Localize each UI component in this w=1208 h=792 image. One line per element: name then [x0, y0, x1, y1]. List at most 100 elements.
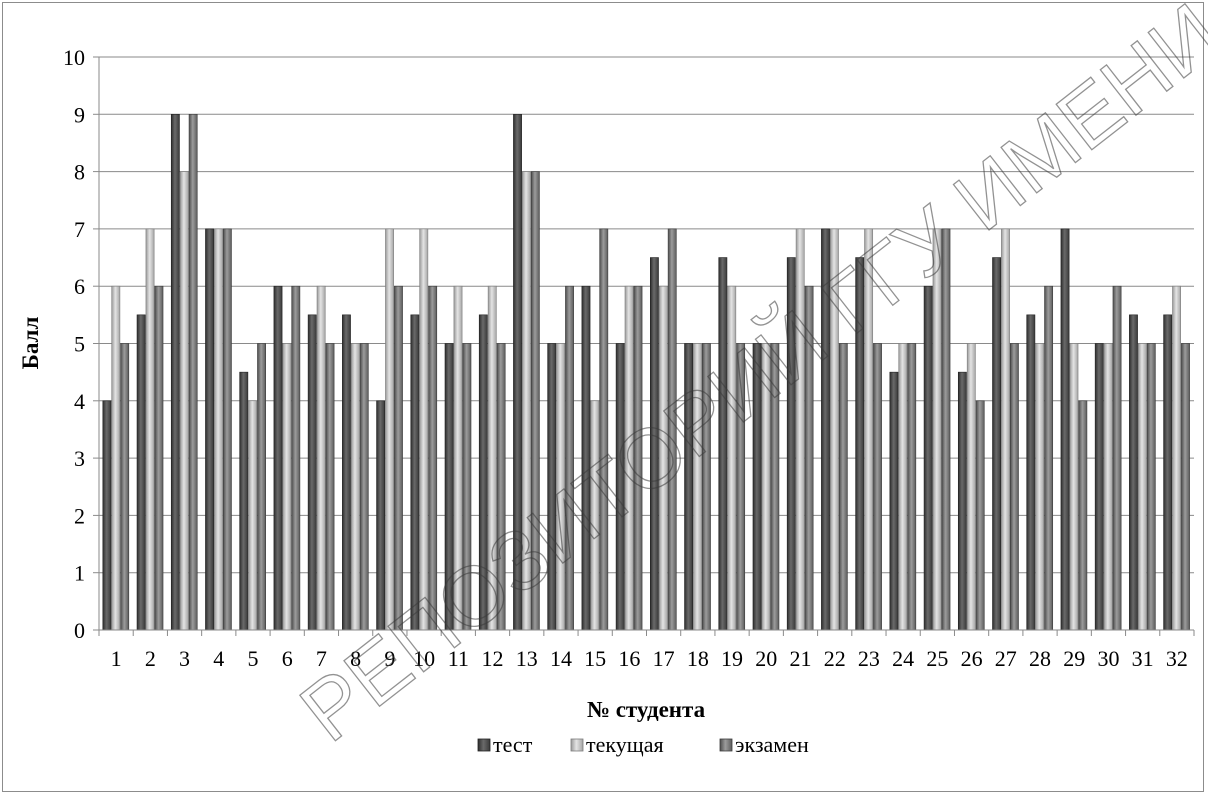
bar-ekzamen-1 — [120, 343, 130, 631]
y-tick-label: 8 — [74, 160, 85, 185]
x-tick-label: 15 — [584, 646, 606, 671]
y-tick-label: 7 — [74, 217, 85, 242]
bar-ekzamen-30 — [1112, 285, 1122, 631]
x-tick-label: 30 — [1097, 646, 1119, 671]
legend-label-test: тест — [493, 732, 533, 757]
x-tick-label: 6 — [282, 646, 293, 671]
x-tick-label: 25 — [926, 646, 948, 671]
x-tick-label: 26 — [961, 646, 983, 671]
bar-tekushchaya-7 — [316, 285, 326, 631]
bar-ekzamen-26 — [975, 400, 985, 631]
bar-test-6 — [273, 285, 283, 631]
x-tick-label: 2 — [145, 646, 156, 671]
x-tick-label: 1 — [111, 646, 122, 671]
bar-tekushchaya-26 — [966, 343, 976, 631]
bar-tekushchaya-4 — [214, 228, 223, 631]
bar-test-9 — [376, 400, 386, 631]
x-tick-label: 4 — [213, 646, 224, 671]
bar-ekzamen-29 — [1078, 400, 1088, 631]
legend-swatch-test — [477, 738, 491, 752]
bar-test-26 — [957, 371, 967, 631]
bar-test-8 — [342, 314, 351, 631]
y-tick-label: 5 — [74, 332, 85, 357]
bar-ekzamen-15 — [599, 228, 609, 631]
x-tick-label: 29 — [1063, 646, 1085, 671]
bar-test-25 — [923, 285, 933, 631]
x-tick-label: 31 — [1132, 646, 1154, 671]
bar-test-28 — [1026, 314, 1036, 631]
x-tick-label: 23 — [858, 646, 880, 671]
bar-tekushchaya-9 — [385, 228, 394, 631]
x-tick-label: 32 — [1166, 646, 1188, 671]
bar-tekushchaya-30 — [1103, 343, 1113, 631]
y-axis-title: Балл — [18, 317, 43, 370]
y-tick-label: 2 — [74, 503, 85, 528]
bar-tekushchaya-28 — [1035, 343, 1045, 631]
x-tick-label: 17 — [653, 646, 675, 671]
bar-test-2 — [136, 314, 146, 631]
bar-ekzamen-28 — [1044, 285, 1054, 631]
x-tick-label: 18 — [687, 646, 709, 671]
y-tick-label: 9 — [74, 102, 85, 127]
axes — [98, 57, 1194, 631]
bar-test-27 — [992, 257, 1001, 631]
legend: тест текущая экзамен — [477, 732, 809, 757]
bar-tekushchaya-5 — [248, 400, 258, 631]
y-tick-label: 4 — [74, 389, 85, 414]
bar-test-1 — [102, 400, 112, 631]
bar-tekushchaya-31 — [1137, 343, 1147, 631]
bar-ekzamen-5 — [257, 343, 266, 631]
x-tick-label: 9 — [384, 646, 395, 671]
x-tick-label: 10 — [413, 646, 435, 671]
bar-ekzamen-6 — [291, 285, 301, 631]
bar-test-7 — [307, 314, 317, 631]
x-tick-label: 21 — [789, 646, 811, 671]
bar-ekzamen-24 — [907, 343, 917, 631]
legend-label-tekushchaya: текущая — [586, 732, 664, 757]
y-tick-label: 0 — [74, 618, 85, 643]
bar-ekzamen-4 — [222, 228, 232, 631]
x-tick-label: 5 — [247, 646, 258, 671]
bar-tekushchaya-2 — [145, 228, 155, 631]
x-tick-label: 12 — [482, 646, 504, 671]
bar-test-3 — [170, 114, 180, 631]
bar-ekzamen-2 — [154, 285, 164, 631]
bar-test-4 — [205, 228, 214, 631]
x-tick-label: 7 — [316, 646, 327, 671]
bar-ekzamen-7 — [325, 343, 335, 631]
bar-tekushchaya-32 — [1172, 285, 1181, 631]
bar-test-31 — [1129, 314, 1138, 631]
x-tick-label: 11 — [448, 646, 469, 671]
legend-label-ekzamen: экзамен — [735, 732, 809, 757]
x-tick-label: 3 — [179, 646, 190, 671]
y-tick-label: 3 — [74, 446, 85, 471]
bar-tekushchaya-8 — [350, 343, 360, 631]
y-tick-label: 10 — [63, 45, 85, 70]
legend-swatch-tekushchaya — [570, 738, 584, 752]
bar-ekzamen-8 — [359, 343, 369, 631]
bar-test-32 — [1163, 314, 1173, 631]
x-tick-label: 24 — [892, 646, 914, 671]
bar-tekushchaya-3 — [179, 171, 189, 631]
y-tick-label: 6 — [74, 274, 85, 299]
x-tick-label: 20 — [755, 646, 777, 671]
bar-ekzamen-3 — [188, 114, 198, 631]
x-tick-label: 14 — [550, 646, 572, 671]
bar-tekushchaya-10 — [419, 228, 429, 631]
bar-tekushchaya-29 — [1069, 343, 1079, 631]
bar-ekzamen-31 — [1146, 343, 1156, 631]
x-tick-label: 13 — [516, 646, 538, 671]
bar-test-24 — [889, 371, 899, 631]
bar-ekzamen-27 — [1009, 343, 1019, 631]
x-axis-ticks: 1 2 3 4 5 6 7 8 9 10 11 12 13 14 15 16 17 18 19 20 21 22 23 24 2… — [98, 630, 1195, 671]
y-axis-ticks: 0 1 2 3 4 5 6 7 8 9 10 — [63, 45, 99, 643]
x-tick-label: 19 — [721, 646, 743, 671]
x-tick-label: 28 — [1029, 646, 1051, 671]
bar-ekzamen-32 — [1181, 343, 1190, 631]
bar-ekzamen-23 — [873, 343, 882, 631]
y-tick-label: 1 — [74, 561, 85, 586]
bar-test-5 — [239, 371, 249, 631]
bar-tekushchaya-24 — [898, 343, 908, 631]
x-axis-title: № студента — [587, 697, 706, 722]
bar-ekzamen-9 — [394, 285, 403, 631]
